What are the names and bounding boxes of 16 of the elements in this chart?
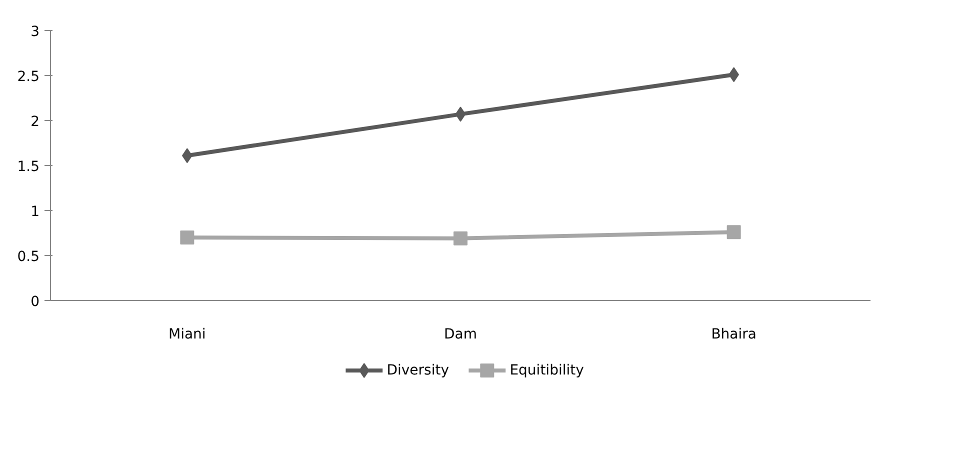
- point: [454, 231, 468, 246]
- y-tick-label: 2.5: [17, 69, 40, 85]
- point: [180, 230, 194, 244]
- x-tick-label: Bhaira: [711, 326, 756, 342]
- point: [455, 106, 466, 122]
- y-tick-label: 3: [30, 24, 40, 40]
- legend-label: Diversity: [386, 362, 449, 378]
- x-tick-label: Dam: [444, 326, 477, 342]
- x-tick-label: Miani: [168, 326, 206, 342]
- y-tick-label: 0.5: [17, 249, 40, 265]
- y-tick-label: 1.5: [17, 159, 40, 175]
- y-tick-label: 0: [30, 294, 40, 310]
- y-tick-label: 2: [30, 114, 40, 130]
- point: [726, 225, 741, 240]
- legend-label: Equitibility: [510, 362, 584, 378]
- y-tick-label: 1: [30, 204, 40, 220]
